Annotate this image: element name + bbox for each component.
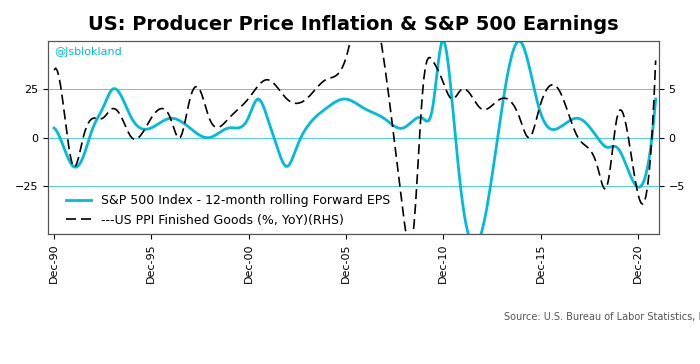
Text: @Jsblokland: @Jsblokland bbox=[55, 47, 122, 57]
Legend: S&P 500 Index - 12-month rolling Forward EPS, ---US PPI Finished Goods (%, YoY)(: S&P 500 Index - 12-month rolling Forward… bbox=[61, 190, 395, 232]
Title: US: Producer Price Inflation & S&P 500 Earnings: US: Producer Price Inflation & S&P 500 E… bbox=[88, 15, 619, 34]
Text: Source: U.S. Bureau of Labor Statistics, Refinitiv: Source: U.S. Bureau of Labor Statistics,… bbox=[504, 312, 700, 322]
